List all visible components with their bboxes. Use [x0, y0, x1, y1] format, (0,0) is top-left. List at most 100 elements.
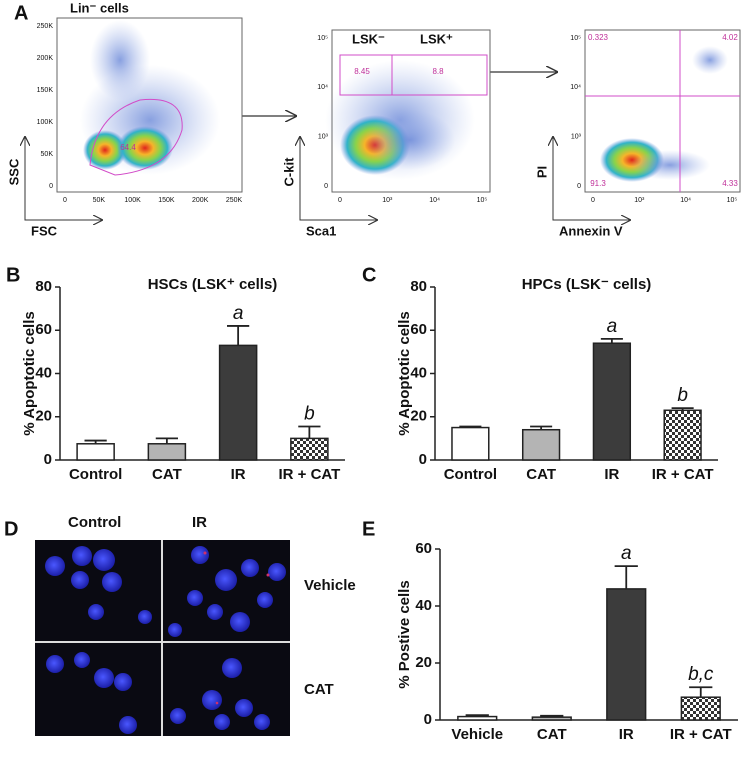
y-tick-label: 150K: [37, 87, 54, 94]
y-tick-label: 10⁵: [570, 35, 581, 42]
x-tick-label: 0: [63, 197, 67, 204]
x-tick-label: Control: [69, 466, 122, 483]
y-tick-label: 10⁵: [317, 35, 328, 42]
density: [117, 126, 173, 170]
x-axis-label: Sca1: [306, 223, 336, 238]
x-tick-label: IR + CAT: [652, 466, 714, 483]
gate-value: 0.323: [588, 33, 609, 42]
x-tick-label: CAT: [537, 726, 567, 743]
x-tick-label: IR + CAT: [278, 466, 340, 483]
panel-label: D: [4, 518, 18, 540]
gate: [391, 54, 488, 96]
x-tick-label: Control: [444, 466, 497, 483]
annotation: b,c: [688, 664, 714, 685]
bar: [457, 715, 498, 721]
y-axis-label: % Apoptotic cells: [21, 311, 38, 435]
x-tick-label: 10⁴: [429, 197, 440, 204]
x-tick-label: 10³: [382, 197, 393, 204]
x-axis-label: Annexin V: [559, 223, 623, 238]
y-tick-label: 60: [415, 540, 432, 557]
gate-value: 4.02: [722, 33, 738, 42]
y-axis-label: PI: [534, 166, 549, 178]
annotation: b: [677, 385, 688, 406]
x-tick-label: 50K: [93, 197, 106, 204]
micrograph: [35, 540, 290, 736]
bar: [592, 342, 632, 461]
y-tick-label: 0: [49, 183, 53, 190]
panel-label: B: [6, 264, 20, 286]
density: [630, 150, 710, 180]
panel-label: E: [362, 518, 375, 540]
bar: [218, 344, 258, 461]
y-tick-label: 20: [415, 654, 432, 671]
annotation: a: [233, 303, 244, 324]
row-label: Vehicle: [304, 577, 356, 594]
y-tick-label: 0: [424, 711, 432, 728]
x-tick-label: IR: [604, 466, 619, 483]
y-tick-label: 40: [410, 364, 427, 381]
annotation: b: [304, 403, 315, 424]
density: [90, 20, 150, 100]
y-tick-label: 0: [324, 183, 328, 190]
y-tick-label: 60: [410, 321, 427, 338]
bar: [680, 696, 721, 721]
bar: [606, 588, 647, 721]
y-tick-label: 10³: [571, 134, 582, 141]
y-tick-label: 250K: [37, 23, 54, 30]
x-tick-label: IR: [231, 466, 246, 483]
y-axis-label: % Apoptotic cells: [396, 311, 413, 435]
y-tick-label: 200K: [37, 55, 54, 62]
y-axis-label: % Postive cells: [396, 580, 413, 688]
y-tick-label: 20: [410, 408, 427, 425]
annotation: a: [607, 316, 618, 337]
y-tick-label: 80: [35, 278, 52, 295]
density: [83, 130, 127, 170]
gate-value: 8.45: [354, 67, 370, 76]
bar: [290, 437, 329, 461]
y-tick-label: 10⁴: [317, 84, 328, 91]
density: [692, 46, 728, 74]
bar: [147, 443, 187, 461]
bar: [451, 426, 490, 461]
x-tick-label: 150K: [158, 197, 175, 204]
x-tick-label: 10³: [634, 197, 645, 204]
gate-value: 91.3: [590, 179, 606, 188]
gate-name: LSK⁺: [420, 31, 453, 46]
x-tick-label: 10⁵: [727, 197, 738, 204]
panel-label: A: [14, 2, 28, 24]
x-tick-label: 0: [591, 197, 595, 204]
y-tick-label: 10⁴: [570, 84, 581, 91]
column-label: Control: [68, 514, 121, 531]
y-tick-label: 0: [577, 183, 581, 190]
y-tick-label: 80: [410, 278, 427, 295]
y-axis-label: C-kit: [281, 157, 296, 187]
bar: [663, 409, 702, 461]
y-tick-label: 40: [35, 364, 52, 381]
y-axis-label: SSC: [6, 158, 21, 185]
y-tick-label: 0: [419, 451, 427, 468]
gate-value: 4.33: [722, 179, 738, 188]
gate: [89, 98, 183, 176]
gate-name: LSK⁻: [352, 31, 385, 46]
x-tick-label: Vehicle: [451, 726, 503, 743]
x-tick-label: 250K: [226, 197, 243, 204]
column-label: IR: [192, 514, 207, 531]
x-tick-label: 100K: [124, 197, 141, 204]
chart-title: HPCs (LSK⁻ cells): [522, 276, 652, 293]
x-tick-label: 0: [338, 197, 342, 204]
y-tick-label: 60: [35, 321, 52, 338]
bar: [531, 716, 572, 721]
y-tick-label: 20: [35, 408, 52, 425]
panel-label: C: [362, 264, 376, 286]
x-tick-label: 10⁵: [477, 197, 488, 204]
x-tick-label: CAT: [526, 466, 556, 483]
x-tick-label: IR: [619, 726, 634, 743]
gate-value: 64.4: [120, 143, 136, 152]
x-tick-label: 10⁴: [680, 197, 691, 204]
density: [365, 110, 455, 170]
bar: [76, 443, 115, 461]
annotation: a: [621, 543, 632, 564]
y-tick-label: 0: [44, 451, 52, 468]
chart-title: HSCs (LSK⁺ cells): [148, 276, 278, 293]
